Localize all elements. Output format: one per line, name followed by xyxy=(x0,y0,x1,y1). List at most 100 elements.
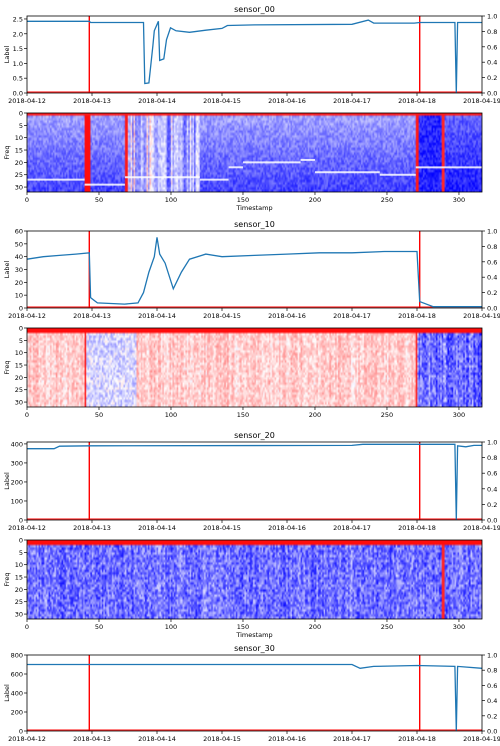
y-tick-label: 800 xyxy=(11,652,23,660)
x-tick-label: 2018-04-15 xyxy=(203,524,241,532)
x-tick-label: 2018-04-13 xyxy=(73,312,111,320)
x-tick-label: 300 xyxy=(453,623,465,631)
x-tick-label: 2018-04-15 xyxy=(203,97,241,105)
y-tick-label: 5 xyxy=(19,122,23,130)
x-tick-label: 2018-04-17 xyxy=(333,524,371,532)
x-tick-label: 250 xyxy=(381,411,393,419)
x-tick-label: 2018-04-17 xyxy=(333,735,371,743)
x-tick-label: 50 xyxy=(95,411,103,419)
x-tick-label: 2018-04-19 xyxy=(463,97,500,105)
series-line-0 xyxy=(27,663,483,732)
x-tick-label: 0 xyxy=(25,196,29,204)
x-tick-label: 2018-04-19 xyxy=(463,524,500,532)
y-tick-label: 30 xyxy=(15,611,23,619)
series-line-0 xyxy=(26,237,482,308)
y-axis-label: Freq xyxy=(3,573,11,587)
x-tick-label: 150 xyxy=(237,623,249,631)
panel-title: sensor_10 xyxy=(234,220,275,229)
x-tick-label: 2018-04-18 xyxy=(398,735,436,743)
x-tick-label: 2018-04-13 xyxy=(73,524,111,532)
axes-frame xyxy=(26,230,483,309)
y-tick-label: 0 xyxy=(19,728,23,736)
y-tick-label: 5 xyxy=(19,337,23,345)
y-tick-label: 30 xyxy=(15,266,23,274)
y-tick-label: 25 xyxy=(15,598,23,606)
x-tick-label: 2018-04-14 xyxy=(138,524,176,532)
y-axis-label: Label xyxy=(3,46,11,64)
y-tick-label: 400 xyxy=(11,690,23,698)
y-tick-label: 0.0 xyxy=(13,90,23,98)
y2-tick-label: 0.0 xyxy=(487,305,497,313)
x-tick-label: 2018-04-14 xyxy=(138,97,176,105)
y-tick-label: 50 xyxy=(15,240,23,248)
x-tick-label: 2018-04-15 xyxy=(203,312,241,320)
x-tick-label: 2018-04-18 xyxy=(398,524,436,532)
panel-title: sensor_30 xyxy=(234,644,275,653)
y-tick-label: 600 xyxy=(11,671,23,679)
x-tick-label: 100 xyxy=(165,196,177,204)
line-panel-sensor_30: sensor_30 0 200 400 600 800 0.0 0.2 0.4 0.6 0.8 1.0… xyxy=(3,644,500,743)
y-tick-label: 100 xyxy=(11,497,23,505)
axes-frame xyxy=(26,441,483,521)
y-axis-label: Freq xyxy=(3,361,11,375)
y-tick-label: 200 xyxy=(11,478,23,486)
x-tick-label: 2018-04-14 xyxy=(138,312,176,320)
x-tick-label: 2018-04-19 xyxy=(463,735,500,743)
y-tick-label: 20 xyxy=(15,374,23,382)
line-panel-sensor_20: sensor_20 0 100 200 300 400 0.0 0.2 0.4 0.6 0.8 1.0… xyxy=(3,431,500,532)
series-line-0 xyxy=(27,19,482,94)
x-tick-label: 200 xyxy=(309,196,321,204)
x-tick-label: 200 xyxy=(309,411,321,419)
series-line-0 xyxy=(27,443,482,521)
y2-tick-label: 0.4 xyxy=(487,274,497,282)
y-tick-label: 15 xyxy=(15,147,23,155)
y-tick-label: 0.5 xyxy=(13,75,23,83)
y-tick-label: 0 xyxy=(19,110,23,118)
x-tick-label: 100 xyxy=(165,623,177,631)
x-tick-label: 2018-04-16 xyxy=(268,312,306,320)
y2-tick-label: 0.6 xyxy=(487,258,497,266)
axes-frame xyxy=(26,539,483,620)
heatmap-image xyxy=(27,113,482,192)
y-tick-label: 20 xyxy=(15,586,23,594)
y-tick-label: 25 xyxy=(15,171,23,179)
y-tick-label: 5 xyxy=(19,549,23,557)
x-tick-label: 2018-04-17 xyxy=(333,312,371,320)
y2-tick-label: 0.2 xyxy=(487,501,497,509)
x-tick-label: 50 xyxy=(95,196,103,204)
y-tick-label: 15 xyxy=(15,362,23,370)
y-tick-label: 2.5 xyxy=(13,15,23,23)
y-axis-label: Label xyxy=(3,261,11,279)
x-tick-label: 0 xyxy=(25,623,29,631)
y2-tick-label: 0.8 xyxy=(487,667,497,675)
y2-tick-label: 0.6 xyxy=(487,682,497,690)
y2-tick-label: 0.6 xyxy=(487,470,497,478)
y2-tick-label: 0.8 xyxy=(487,243,497,251)
x-tick-label: 150 xyxy=(237,411,249,419)
y2-tick-label: 0.0 xyxy=(487,517,497,525)
y2-tick-label: 0.4 xyxy=(487,485,497,493)
x-tick-label: 2018-04-12 xyxy=(8,312,46,320)
x-tick-label: 300 xyxy=(453,196,465,204)
x-tick-label: 250 xyxy=(381,196,393,204)
heatmap-image xyxy=(27,540,482,619)
y2-tick-label: 0.2 xyxy=(487,74,497,82)
y-tick-label: 30 xyxy=(15,184,23,192)
x-tick-label: 2018-04-13 xyxy=(73,735,111,743)
x-tick-label: 150 xyxy=(237,196,249,204)
x-tick-label: 2018-04-14 xyxy=(138,735,176,743)
y2-tick-label: 0.2 xyxy=(487,289,497,297)
x-tick-label: 300 xyxy=(453,411,465,419)
y2-tick-label: 0.2 xyxy=(487,712,497,720)
axes-frame xyxy=(26,327,483,408)
axes-frame xyxy=(26,15,483,94)
y-tick-label: 20 xyxy=(15,279,23,287)
y-tick-label: 15 xyxy=(15,574,23,582)
y-axis-label: Label xyxy=(3,684,11,702)
x-tick-label: 2018-04-18 xyxy=(398,97,436,105)
y2-tick-label: 0.0 xyxy=(487,90,497,98)
x-tick-label: 2018-04-17 xyxy=(333,97,371,105)
x-tick-label: 2018-04-12 xyxy=(8,97,46,105)
